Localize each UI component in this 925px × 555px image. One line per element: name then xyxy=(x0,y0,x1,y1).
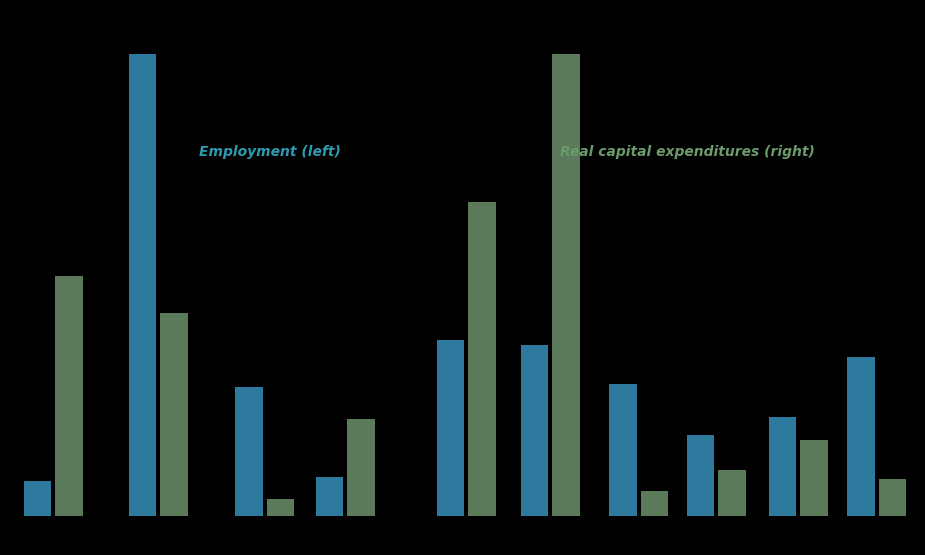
Bar xyxy=(847,356,875,516)
Bar xyxy=(879,479,906,516)
Bar xyxy=(687,435,714,516)
Bar xyxy=(521,345,549,516)
Bar xyxy=(56,276,82,516)
Bar xyxy=(348,419,375,516)
Bar xyxy=(266,498,294,516)
Bar xyxy=(552,54,580,516)
Bar xyxy=(610,384,636,516)
Bar xyxy=(315,477,343,516)
Bar xyxy=(437,340,464,516)
Text: Employment (left): Employment (left) xyxy=(199,144,340,159)
Bar xyxy=(468,201,496,516)
Bar xyxy=(769,417,796,516)
Bar xyxy=(800,440,828,516)
Bar xyxy=(719,470,746,516)
Bar xyxy=(641,491,668,516)
Bar xyxy=(24,481,51,516)
Bar xyxy=(235,387,263,516)
Text: Real capital expenditures (right): Real capital expenditures (right) xyxy=(560,144,815,159)
Bar xyxy=(160,312,188,516)
Bar xyxy=(129,54,156,516)
